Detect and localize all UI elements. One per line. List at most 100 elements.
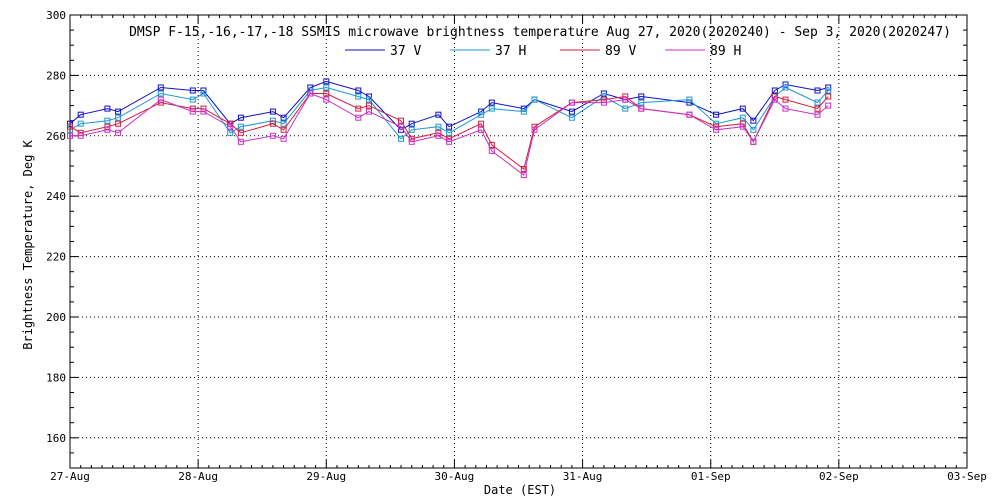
data-point (713, 111, 720, 118)
data-point (739, 123, 746, 130)
data-point (77, 120, 84, 127)
data-point (237, 123, 244, 130)
data-point (398, 135, 404, 142)
x-tick-label: 03-Sep (947, 470, 987, 483)
legend-label: 37 V (390, 44, 421, 59)
data-point (782, 96, 789, 103)
data-point (67, 123, 73, 130)
y-tick-label: 240 (46, 190, 66, 203)
data-point (408, 138, 415, 145)
y-tick-label: 160 (46, 432, 66, 445)
plot-frame (69, 14, 968, 469)
data-point (600, 99, 607, 106)
data-point (568, 114, 575, 121)
y-tick-label: 200 (46, 311, 66, 324)
data-point (435, 132, 442, 139)
y-tick-label: 220 (46, 251, 66, 264)
data-point (366, 93, 372, 100)
data-point (366, 96, 372, 103)
data-point (104, 105, 111, 112)
data-point (237, 138, 244, 145)
series-89-v (67, 90, 832, 172)
data-point (323, 90, 330, 97)
y-tick-label: 260 (46, 130, 66, 143)
data-point (200, 90, 207, 97)
data-point (739, 105, 746, 112)
data-point (77, 132, 84, 139)
data-point (686, 111, 693, 118)
data-point (600, 93, 607, 100)
grid-lines (70, 15, 967, 468)
series-line (69, 86, 829, 140)
data-point (355, 114, 362, 121)
data-point (189, 87, 196, 94)
data-point (227, 129, 234, 136)
y-tick-label: 280 (46, 69, 66, 82)
data-point (280, 114, 287, 121)
data-point (750, 117, 757, 124)
data-point (157, 90, 164, 97)
series-layer (67, 78, 832, 179)
data-point (478, 120, 485, 127)
data-point (307, 90, 314, 97)
data-point (323, 96, 330, 103)
axis-tick-labels: 160 180 200 220 240 260 280 300 27-Aug 28-Aug 29-A… (46, 9, 987, 483)
data-point (355, 87, 362, 94)
data-point (435, 123, 442, 130)
data-point (323, 78, 330, 85)
data-point (814, 111, 821, 118)
data-point (408, 120, 415, 127)
data-point (200, 108, 207, 115)
data-point (269, 132, 276, 139)
data-point (237, 129, 244, 136)
data-point (435, 111, 442, 118)
data-point (488, 147, 495, 154)
x-tick-label: 01-Sep (691, 470, 731, 483)
series-line (69, 93, 829, 170)
data-point (814, 87, 821, 94)
series-37-h (67, 84, 832, 142)
data-point (520, 108, 527, 115)
data-point (280, 120, 287, 127)
data-point (782, 105, 789, 112)
series-line (70, 92, 829, 176)
axis-ticks (69, 14, 968, 469)
x-tick-label: 27-Aug (50, 470, 90, 483)
data-point (478, 111, 485, 118)
legend: 37 V 37 H 89 V 89 H (345, 44, 741, 59)
data-point (280, 126, 287, 133)
data-point (478, 126, 485, 133)
data-point (638, 99, 645, 106)
data-point (366, 102, 372, 109)
data-point (638, 93, 645, 100)
legend-label: 89 V (605, 44, 636, 59)
series-89-h (67, 90, 832, 179)
data-point (771, 87, 778, 94)
data-point (67, 132, 73, 139)
legend-label: 89 H (710, 44, 741, 59)
data-point (750, 126, 757, 133)
data-point (280, 135, 287, 142)
data-point (750, 138, 757, 145)
x-tick-label: 02-Sep (819, 470, 859, 483)
data-point (398, 123, 404, 130)
data-point (713, 123, 720, 130)
data-point (814, 105, 821, 112)
data-point (115, 120, 122, 127)
data-point (520, 166, 527, 172)
data-point (237, 114, 244, 121)
data-point (739, 114, 746, 121)
data-point (355, 105, 362, 112)
data-point (157, 96, 164, 103)
data-point (446, 123, 453, 130)
data-point (622, 105, 629, 112)
data-point (531, 96, 538, 103)
data-point (638, 105, 645, 112)
data-point (269, 120, 276, 127)
data-point (366, 108, 372, 115)
data-point (531, 126, 538, 133)
data-point (825, 102, 832, 109)
data-point (115, 129, 122, 136)
data-point (323, 84, 330, 91)
